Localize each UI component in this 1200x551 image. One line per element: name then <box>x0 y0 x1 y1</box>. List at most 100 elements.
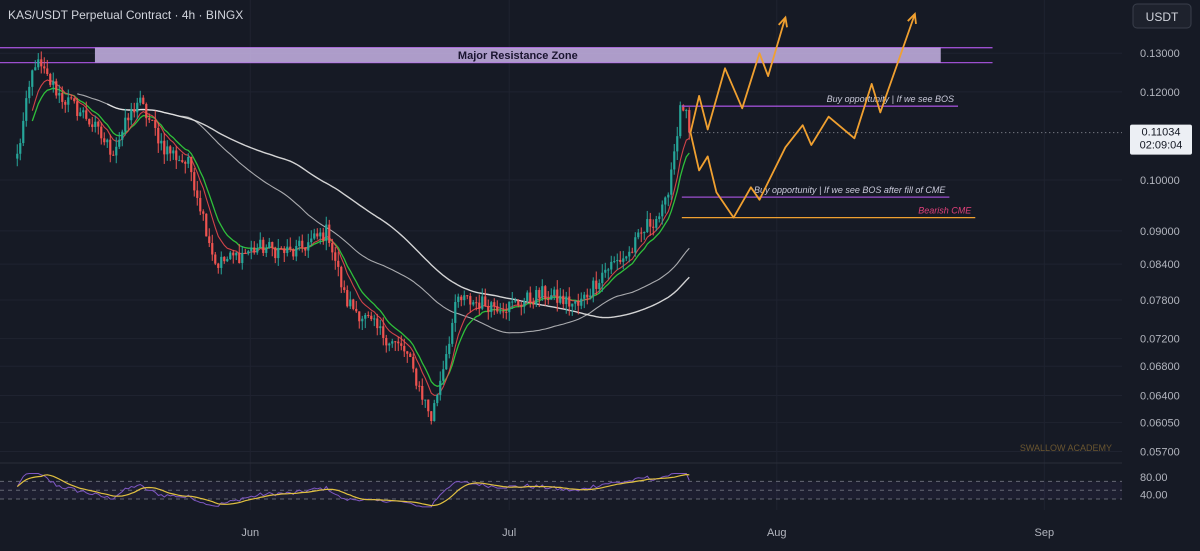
candle-body <box>109 139 112 155</box>
candle-body <box>391 341 394 344</box>
candle-body <box>472 302 475 305</box>
currency-button-bg[interactable] <box>1132 3 1192 29</box>
candle-body <box>142 97 145 105</box>
candle-body <box>40 59 43 67</box>
candle-body <box>409 353 412 358</box>
candle-body <box>466 295 469 297</box>
candle-body <box>214 254 217 264</box>
candle-body <box>526 292 529 302</box>
time-tick-label: Jul <box>502 527 516 539</box>
candle-body <box>664 197 667 205</box>
currency-button-label[interactable]: USDT <box>1146 10 1179 24</box>
candle-body <box>607 269 610 271</box>
candle-body <box>304 247 307 251</box>
time-tick-label: Sep <box>1035 527 1055 539</box>
candle-body <box>127 117 130 121</box>
projection-arrowhead <box>907 12 917 25</box>
candle-body <box>118 139 121 147</box>
candle-body <box>568 296 571 307</box>
rsi-signal-line <box>16 473 690 507</box>
time-tick-label: Aug <box>767 527 787 539</box>
candle-body <box>322 232 325 241</box>
candle-body <box>313 233 316 239</box>
price-tick-label: 0.06800 <box>1140 361 1180 373</box>
candle-body <box>241 252 244 264</box>
candle-body <box>544 286 547 299</box>
price-tick-label: 0.09000 <box>1140 226 1180 238</box>
candle-body <box>37 59 40 68</box>
candle-body <box>208 236 211 244</box>
currency-button[interactable]: USDT <box>1132 3 1192 29</box>
candle-body <box>433 403 436 422</box>
candle-body <box>343 287 346 290</box>
candle-body <box>652 226 655 228</box>
candle-body <box>265 248 268 253</box>
candle-body <box>361 318 364 322</box>
candle-body <box>244 252 247 254</box>
rsi-panel: 80.00 40.00 <box>0 472 1168 508</box>
candle-body <box>373 318 376 320</box>
candle-body <box>34 67 37 71</box>
candle-body <box>172 150 175 154</box>
projection-path <box>689 13 916 219</box>
candle-body <box>430 411 433 422</box>
ema-red-line <box>31 79 690 396</box>
candle-body <box>235 252 238 256</box>
ma-mid-line <box>77 93 690 334</box>
candle-body <box>220 256 223 268</box>
candle-body <box>490 302 493 312</box>
candle-body <box>592 280 595 296</box>
candle-body <box>334 252 337 261</box>
candle-body <box>328 224 331 243</box>
candle-body <box>295 246 298 257</box>
candle-body <box>661 204 664 217</box>
price-tick-label: 0.06400 <box>1140 391 1180 403</box>
candle-body <box>370 315 373 320</box>
candle-body <box>46 68 49 74</box>
candle-body <box>454 301 457 323</box>
candle-body <box>310 238 313 243</box>
candle-body <box>103 138 106 143</box>
candle-body <box>667 194 670 198</box>
candle-body <box>82 110 85 113</box>
candle-body <box>145 104 148 119</box>
candle-body <box>481 296 484 309</box>
candle-body <box>97 121 100 127</box>
candle-body <box>484 296 487 306</box>
candle-body <box>670 169 673 195</box>
candle-body <box>502 311 505 313</box>
level-label: Bearish CME <box>918 206 972 216</box>
price-tick-label: 0.10000 <box>1140 175 1180 187</box>
moving-averages <box>31 79 690 396</box>
candle-body <box>511 301 514 303</box>
last-price-value: 0.11034 <box>1142 127 1181 139</box>
candle-body <box>115 146 118 156</box>
candle-body <box>523 301 526 307</box>
resistance-zone-label: Major Resistance Zone <box>458 50 578 62</box>
candle-body <box>367 314 370 316</box>
candle-body <box>451 322 454 344</box>
candle-body <box>658 216 661 220</box>
level-label: Buy opportunity | If we see BOS after fi… <box>754 185 946 195</box>
candle-body <box>19 143 22 154</box>
candle-body <box>94 121 97 127</box>
candle-body <box>16 153 19 159</box>
candle-body <box>268 242 271 249</box>
candle-body <box>646 219 649 232</box>
price-tick-label: 0.12000 <box>1140 87 1180 99</box>
candle-body <box>640 232 643 234</box>
candle-body <box>106 139 109 143</box>
candle-body <box>349 299 352 307</box>
candle-body <box>229 252 232 260</box>
candle-body <box>601 272 604 284</box>
candle-body <box>529 292 532 302</box>
candle-body <box>427 399 430 412</box>
candle-body <box>397 341 400 344</box>
candle-body <box>271 242 274 248</box>
candle-body <box>556 289 559 303</box>
candle-body <box>649 219 652 227</box>
candle-body <box>403 345 406 352</box>
last-price-countdown: 02:09:04 <box>1140 140 1183 152</box>
candle-body <box>70 97 73 99</box>
